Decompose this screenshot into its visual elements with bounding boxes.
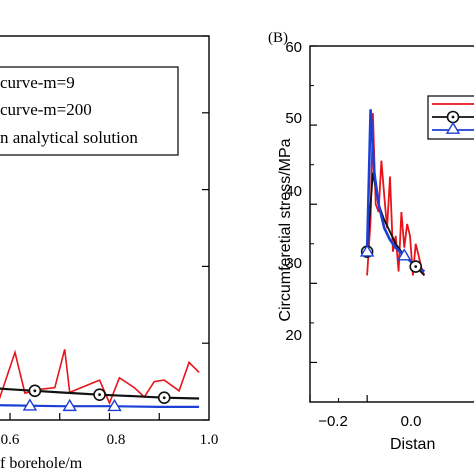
panel-b-legend-triangle-marker (445, 121, 461, 134)
panel-a-legend-entry-m200: curve-m=200 (0, 100, 92, 119)
panel-b-y-tick-label-50: 50 (285, 110, 302, 127)
panel-b-legend-circle-marker-dot (451, 115, 455, 119)
panel-b-y-tick-label-60: 60 (285, 39, 302, 56)
panel-b-x-tick-label-0.0: 0.0 (401, 413, 422, 430)
panel-a-series-line-0 (0, 349, 200, 406)
panel-b-plot-frame (309, 45, 474, 403)
panel-a-legend-entry-m9: curve-m=9 (0, 73, 75, 92)
panel-a-triangle-marker-1 (62, 398, 77, 412)
panel-a: 1.0 0.8 0.6 f borehole/m curve-m=9 curve… (0, 35, 219, 472)
panel-b-ticks (309, 45, 368, 402)
panel-b-x-axis-label: Distan (390, 436, 435, 453)
panel-b-series (359, 109, 426, 277)
panel-a-legend-box (0, 66, 179, 156)
panel-b-x-tick-label-neg0.2: −0.2 (318, 413, 348, 430)
panel-a-series-line-1 (0, 387, 200, 400)
panel-b-y-axis-label: Circumferetial stress/MPa (277, 138, 294, 321)
panel-a-circle-marker-1-dot (98, 393, 101, 397)
panel-b: (B) 60 50 40 30 20 −0.2 0.0 Distan Circu… (268, 30, 474, 453)
panel-b-y-tick-label-40: 40 (285, 183, 302, 200)
panel-b-triangle-marker-1 (397, 248, 412, 261)
panel-b-circle-marker-1-dot (414, 265, 418, 268)
panel-b-triangle-marker-0 (359, 244, 375, 257)
panel-b-legend-swatches (432, 103, 474, 134)
panel-a-ticks (9, 35, 209, 421)
panel-a-x-tick-label-0.6: 0.6 (1, 432, 20, 448)
panel-a-series (0, 349, 200, 412)
panel-a-circle-marker-2-dot (162, 396, 166, 400)
panel-a-series-line-2 (0, 404, 200, 408)
panel-a-x-tick-label-0.8: 0.8 (107, 432, 126, 448)
panel-a-triangle-marker-0 (22, 398, 38, 411)
panel-a-plot-frame (0, 35, 210, 421)
panel-b-series-line-0 (366, 113, 426, 276)
panel-b-label: (B) (268, 30, 288, 46)
panel-a-circle-marker-0-dot (33, 389, 37, 393)
panel-b-y-tick-label-20: 20 (285, 327, 302, 344)
panel-a-triangle-marker-2 (107, 398, 122, 412)
panel-a-legend-entry-analytical: n analytical solution (0, 128, 138, 147)
panel-a-x-axis-label: f borehole/m (0, 455, 83, 472)
panel-b-y-tick-label-30: 30 (285, 255, 302, 272)
panel-a-x-tick-label-1.0: 1.0 (200, 432, 219, 448)
